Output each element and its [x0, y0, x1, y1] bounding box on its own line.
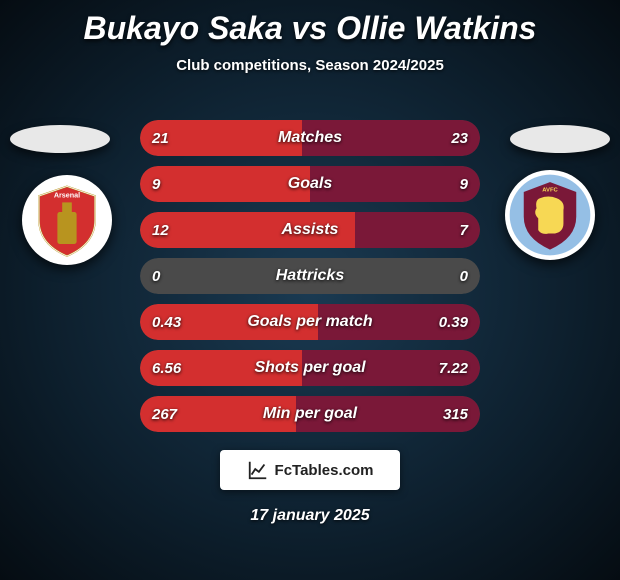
stat-label: Goals [140, 166, 480, 202]
stats-comparison: Matches21 23 Goals9 9 Assists12 7 Hattricks0 0 G… [140, 120, 480, 442]
stat-label: Min per goal [140, 396, 480, 432]
stat-value-left: 21 [152, 120, 169, 156]
stat-value-left: 6.56 [152, 350, 181, 386]
stat-value-right: 0.39 [439, 304, 468, 340]
svg-text:Arsenal: Arsenal [54, 191, 80, 200]
svg-text:AVFC: AVFC [542, 187, 558, 193]
stat-row: Matches21 23 [140, 120, 480, 156]
stat-value-left: 12 [152, 212, 169, 248]
stat-label: Goals per match [140, 304, 480, 340]
player-photo-right [510, 125, 610, 153]
stat-value-left: 267 [152, 396, 177, 432]
stat-label: Hattricks [140, 258, 480, 294]
player-photo-left [10, 125, 110, 153]
stat-row: Min per goal267 315 [140, 396, 480, 432]
aston-villa-crest-icon: AVFC [508, 173, 592, 257]
stat-value-left: 0.43 [152, 304, 181, 340]
club-badge-aston-villa: AVFC [505, 170, 595, 260]
chart-line-icon [247, 459, 269, 481]
stat-value-left: 0 [152, 258, 160, 294]
date-label: 17 january 2025 [0, 507, 620, 525]
stat-row: Goals9 9 [140, 166, 480, 202]
page-title: Bukayo Saka vs Ollie Watkins [0, 0, 620, 47]
stat-label: Assists [140, 212, 480, 248]
stat-value-left: 9 [152, 166, 160, 202]
stat-value-right: 0 [460, 258, 468, 294]
subtitle: Club competitions, Season 2024/2025 [0, 57, 620, 74]
club-badge-arsenal: Arsenal [22, 175, 112, 265]
stat-value-right: 7.22 [439, 350, 468, 386]
stat-value-right: 7 [460, 212, 468, 248]
site-name: FcTables.com [275, 462, 374, 479]
stat-row: Hattricks0 0 [140, 258, 480, 294]
stat-value-right: 9 [460, 166, 468, 202]
stat-row: Assists12 7 [140, 212, 480, 248]
stat-row: Shots per goal6.56 7.22 [140, 350, 480, 386]
stat-value-right: 23 [451, 120, 468, 156]
site-badge[interactable]: FcTables.com [220, 450, 400, 490]
stat-value-right: 315 [443, 396, 468, 432]
arsenal-crest-icon: Arsenal [27, 180, 107, 260]
stat-label: Shots per goal [140, 350, 480, 386]
stat-row: Goals per match0.43 0.39 [140, 304, 480, 340]
stat-label: Matches [140, 120, 480, 156]
